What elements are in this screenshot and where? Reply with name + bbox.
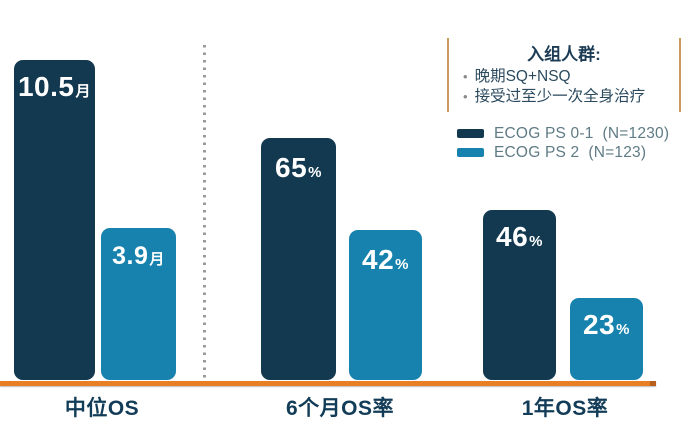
- bar-1yr-os-ecog01: 46%: [483, 210, 556, 380]
- annotation-bullet-2: • 接受过至少一次全身治疗: [457, 87, 671, 107]
- legend-label: ECOG PS 2 (N=123): [494, 143, 647, 161]
- annotation-title: 入组人群:: [527, 45, 601, 64]
- legend-swatch-teal-icon: [457, 148, 484, 157]
- population-annotation-box: 入组人群: • 晚期SQ+NSQ • 接受过至少一次全身治疗: [447, 38, 681, 112]
- bullet-dot-icon: •: [463, 69, 468, 84]
- bar-value-label: 23%: [583, 309, 630, 340]
- annotation-bullet-1: • 晚期SQ+NSQ: [457, 67, 671, 87]
- legend-row-ecog01: ECOG PS 0-1 (N=1230): [457, 125, 669, 142]
- bar-value-label: 42%: [362, 244, 409, 275]
- bar-value-label: 10.5 月: [17, 71, 91, 102]
- bar-6mo-os-ecog01: 65%: [261, 138, 336, 380]
- bar-median-os-ecog2: 3.9 月: [101, 228, 176, 380]
- annotation-bullet-text: 晚期SQ+NSQ: [474, 68, 571, 85]
- legend-swatch-navy-icon: [457, 129, 484, 138]
- annotation-bullet-text: 接受过至少一次全身治疗: [474, 88, 646, 105]
- category-label-6mo-os: 6个月OS率: [285, 397, 395, 420]
- dotted-separator-line: [203, 45, 206, 378]
- bar-median-os-ecog01: 10.5 月: [14, 60, 95, 380]
- bar-value-label: 46%: [496, 221, 543, 252]
- category-label-median-os: 中位OS: [64, 397, 140, 420]
- legend-label: ECOG PS 0-1 (N=1230): [494, 124, 670, 142]
- bar-value-label: 3.9 月: [112, 242, 165, 270]
- bar-value-label: 65%: [275, 152, 322, 183]
- series-legend: ECOG PS 0-1 (N=1230) ECOG PS 2 (N=123): [457, 125, 669, 163]
- bar-6mo-os-ecog2: 42%: [349, 230, 422, 380]
- legend-row-ecog2: ECOG PS 2 (N=123): [457, 144, 669, 161]
- bar-1yr-os-ecog2: 23%: [570, 298, 643, 380]
- category-label-1yr-os: 1年OS率: [521, 397, 609, 420]
- bullet-dot-icon: •: [463, 89, 468, 104]
- x-axis-line: [0, 381, 656, 386]
